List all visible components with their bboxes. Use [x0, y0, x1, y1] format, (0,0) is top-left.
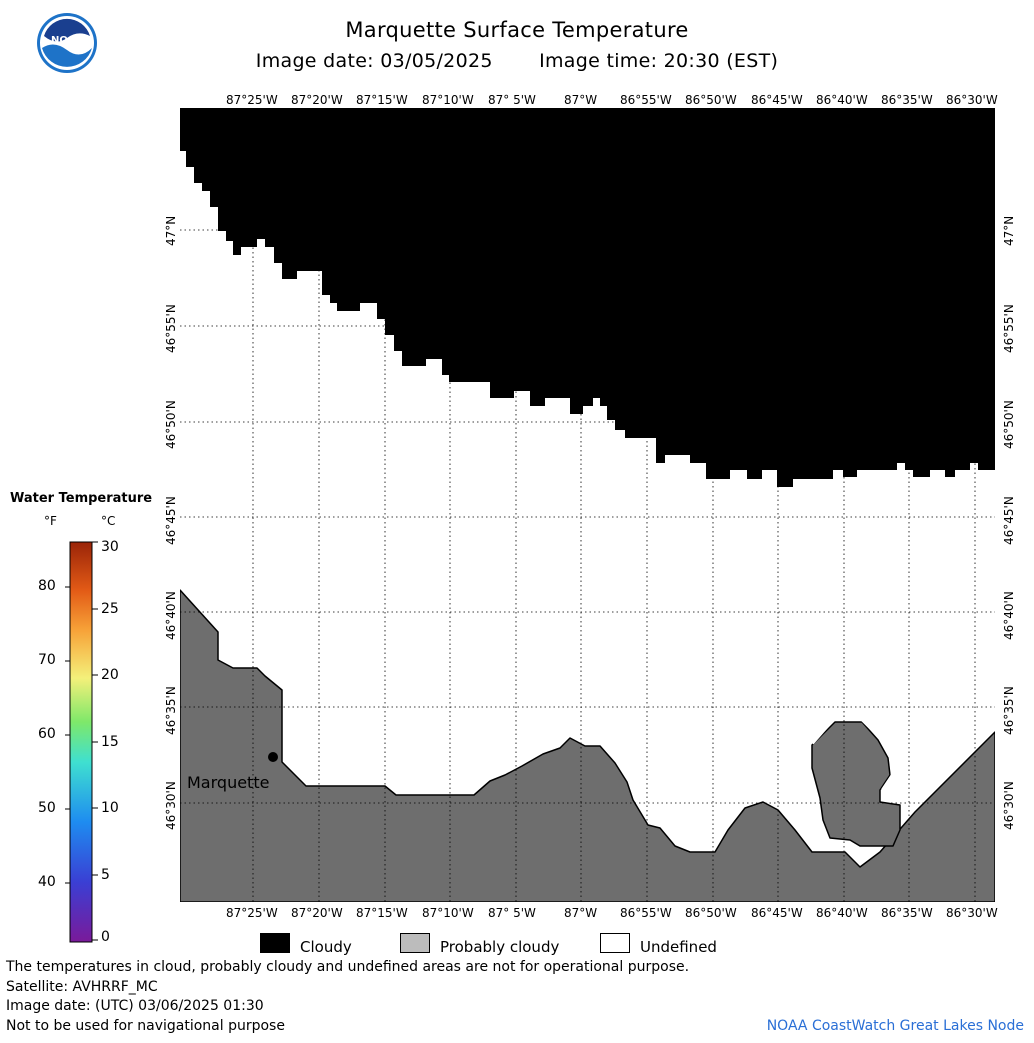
colorbar-c-label: 0 — [101, 929, 110, 945]
lat-label-right: 46°35'N — [1002, 686, 1016, 735]
colorbar-c-label: 5 — [101, 867, 110, 883]
lat-label-right: 46°50'N — [1002, 400, 1016, 449]
lon-label-bottom: 87°10'W — [422, 906, 474, 920]
lon-label-bottom: 87°25'W — [226, 906, 278, 920]
lat-label-right: 46°45'N — [1002, 496, 1016, 545]
colorbar-f-label: 60 — [38, 726, 56, 742]
city-label: Marquette — [187, 773, 270, 792]
probably-cloudy-island — [811, 721, 901, 847]
image-datetime: Image date: 03/05/2025 Image time: 20:30… — [0, 50, 1034, 72]
lon-label-bottom: 86°50'W — [685, 906, 737, 920]
lon-label-top: 87°W — [564, 93, 598, 107]
svg-text:NOAA: NOAA — [51, 35, 83, 46]
lon-label-bottom: 87°20'W — [291, 906, 343, 920]
lon-label-bottom: 86°45'W — [751, 906, 803, 920]
lon-label-top: 87° 5'W — [488, 93, 536, 107]
key-swatch-cloudy — [260, 933, 290, 953]
disclaimer-note: The temperatures in cloud, probably clou… — [6, 959, 690, 975]
lat-label-left: 46°45'N — [164, 496, 178, 545]
lon-label-bottom: 87° 5'W — [488, 906, 536, 920]
lat-label-right: 46°55'N — [1002, 304, 1016, 353]
lat-label-right: 46°40'N — [1002, 591, 1016, 640]
key-label-probably-cloudy: Probably cloudy — [440, 938, 560, 956]
lon-label-top: 87°20'W — [291, 93, 343, 107]
lat-label-left: 46°35'N — [164, 686, 178, 735]
cloud-region — [180, 108, 995, 487]
colorbar-c-label: 30 — [101, 539, 119, 555]
lat-label-left: 46°40'N — [164, 591, 178, 640]
lon-label-bottom: 86°30'W — [946, 906, 998, 920]
lon-label-top: 87°25'W — [226, 93, 278, 107]
lat-label-left: 46°50'N — [164, 400, 178, 449]
lon-label-bottom: 86°55'W — [620, 906, 672, 920]
lon-label-top: 86°55'W — [620, 93, 672, 107]
colorbar-c-label: 10 — [101, 800, 119, 816]
lon-label-top: 86°40'W — [816, 93, 868, 107]
grid — [180, 108, 995, 902]
city-marker — [268, 752, 278, 762]
map-area — [180, 108, 995, 902]
navigation-disclaimer: Not to be used for navigational purpose — [6, 1018, 285, 1034]
colorbar-c-label: 25 — [101, 601, 119, 617]
lat-label-left: 46°30'N — [164, 781, 178, 830]
lon-label-top: 86°50'W — [685, 93, 737, 107]
key-label-cloudy: Cloudy — [300, 938, 352, 956]
image-date: Image date: 03/05/2025 — [255, 50, 493, 72]
colorbar-c-label: 15 — [101, 734, 119, 750]
colorbar-f-label: 50 — [38, 800, 56, 816]
lat-label-right: 46°30'N — [1002, 781, 1016, 830]
lon-label-bottom: 86°35'W — [881, 906, 933, 920]
colorbar-f-label: 40 — [38, 874, 56, 890]
lat-label-right: 47°N — [1002, 215, 1016, 246]
lat-label-left: 46°55'N — [164, 304, 178, 353]
noaa-logo: NOAA — [37, 13, 97, 73]
map-title: Marquette Surface Temperature — [345, 18, 689, 42]
lon-label-top: 87°10'W — [422, 93, 474, 107]
lon-label-top: 86°45'W — [751, 93, 803, 107]
colorbar-f-label: 70 — [38, 652, 56, 668]
colorbar — [65, 541, 98, 943]
key-label-undefined: Undefined — [640, 938, 717, 956]
credit-link[interactable]: NOAA CoastWatch Great Lakes Node — [766, 1018, 1024, 1034]
lon-label-bottom: 87°15'W — [356, 906, 408, 920]
key-swatch-probably-cloudy — [400, 933, 430, 953]
unit-celsius: °C — [101, 514, 116, 528]
unit-fahrenheit: °F — [44, 514, 57, 528]
colorbar-c-label: 20 — [101, 667, 119, 683]
satellite-info: Satellite: AVHRRF_MC — [6, 979, 158, 995]
colorbar-title: Water Temperature — [10, 491, 153, 506]
colorbar-f-label: 80 — [38, 578, 56, 594]
utc-date: Image date: (UTC) 03/06/2025 01:30 — [6, 998, 264, 1014]
probably-cloudy-land — [180, 589, 995, 902]
lon-label-top: 86°30'W — [946, 93, 998, 107]
lon-label-bottom: 87°W — [564, 906, 598, 920]
lon-label-bottom: 86°40'W — [816, 906, 868, 920]
lat-label-left: 47°N — [164, 215, 178, 246]
lon-label-top: 86°35'W — [881, 93, 933, 107]
key-swatch-undefined — [600, 933, 630, 953]
lon-label-top: 87°15'W — [356, 93, 408, 107]
image-time: Image time: 20:30 (EST) — [539, 50, 779, 72]
